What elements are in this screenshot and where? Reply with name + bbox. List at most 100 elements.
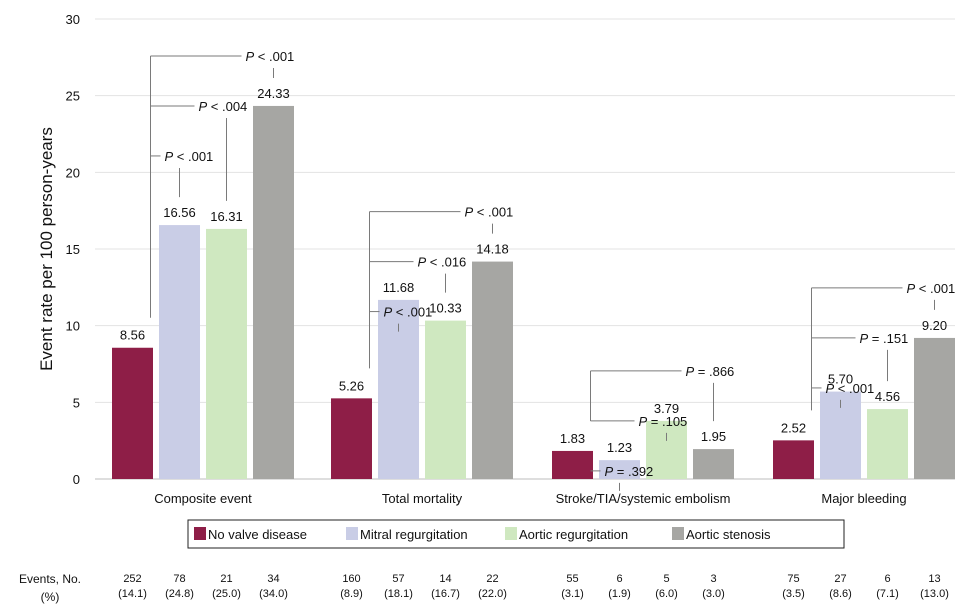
events-count: 5 bbox=[663, 573, 669, 585]
category-label: Stroke/TIA/systemic embolism bbox=[556, 491, 731, 506]
events-percent: (25.0) bbox=[212, 588, 241, 600]
events-count: 160 bbox=[342, 573, 360, 585]
events-count: 6 bbox=[616, 573, 622, 585]
p-value-label: P = .392 bbox=[605, 464, 654, 479]
events-percent: (3.0) bbox=[702, 588, 725, 600]
data-label: 9.20 bbox=[922, 318, 947, 333]
bar bbox=[206, 228, 247, 479]
legend-swatch bbox=[505, 527, 517, 540]
bar bbox=[112, 347, 153, 479]
events-count: 75 bbox=[787, 573, 799, 585]
events-percent: (3.5) bbox=[782, 588, 805, 600]
events-count: 22 bbox=[486, 573, 498, 585]
events-count: 252 bbox=[123, 573, 141, 585]
events-header-unit: (%) bbox=[41, 590, 60, 604]
p-value-label: P = .866 bbox=[686, 364, 735, 379]
y-tick-label: 0 bbox=[73, 472, 80, 487]
events-count: 13 bbox=[928, 573, 940, 585]
bar bbox=[159, 225, 200, 479]
events-percent: (8.6) bbox=[829, 588, 852, 600]
data-label: 5.26 bbox=[339, 378, 364, 393]
p-value-label: P < .001 bbox=[465, 205, 514, 220]
category-label: Total mortality bbox=[382, 491, 463, 506]
events-percent: (1.9) bbox=[608, 588, 631, 600]
events-count: 14 bbox=[439, 573, 451, 585]
data-label: 1.23 bbox=[607, 440, 632, 455]
y-tick-label: 15 bbox=[66, 242, 80, 257]
data-label: 10.33 bbox=[429, 301, 462, 316]
data-label: 8.56 bbox=[120, 328, 145, 343]
events-count: 21 bbox=[220, 573, 232, 585]
bar bbox=[552, 450, 593, 479]
events-percent: (7.1) bbox=[876, 588, 899, 600]
bar bbox=[425, 320, 466, 479]
data-label: 1.83 bbox=[560, 431, 585, 446]
y-tick-label: 25 bbox=[66, 89, 80, 104]
p-value-label: P < .001 bbox=[907, 281, 956, 296]
events-percent: (18.1) bbox=[384, 588, 413, 600]
data-label: 16.56 bbox=[163, 205, 196, 220]
bars: 8.56 5.26 1.83 2.52 16.56 11.68 1.23 5.70 16.31 1… bbox=[112, 86, 955, 479]
y-tick-label: 10 bbox=[66, 319, 80, 334]
p-value-label: P < .001 bbox=[246, 49, 295, 64]
events-count: 78 bbox=[173, 573, 185, 585]
data-label: 3.79 bbox=[654, 401, 679, 416]
events-percent: (6.0) bbox=[655, 588, 678, 600]
data-label: 14.18 bbox=[476, 242, 509, 257]
p-value-brackets: P < .001 P < .004 P < .001 P < .001 P < .016… bbox=[150, 49, 956, 491]
events-count: 55 bbox=[566, 573, 578, 585]
data-label: 16.31 bbox=[210, 209, 243, 224]
bar bbox=[472, 261, 513, 479]
legend-swatch bbox=[346, 527, 358, 540]
p-value-label: P < .004 bbox=[199, 99, 248, 114]
p-value-label: P < .016 bbox=[418, 255, 467, 270]
events-percent: (13.0) bbox=[920, 588, 949, 600]
data-label: 1.95 bbox=[701, 429, 726, 444]
events-header: Events, No. bbox=[19, 572, 81, 586]
events-count: 6 bbox=[884, 573, 890, 585]
category-labels: Composite event Total mortality Stroke/TIA… bbox=[154, 491, 906, 506]
bar bbox=[599, 460, 640, 479]
p-value-label: P = .105 bbox=[639, 414, 688, 429]
data-label: 2.52 bbox=[781, 420, 806, 435]
events-percent: (22.0) bbox=[478, 588, 507, 600]
events-percent: (34.0) bbox=[259, 588, 288, 600]
y-tick-label: 20 bbox=[66, 165, 80, 180]
events-table: 252 (14.1) 78 (24.8) 21 (25.0) 34 (34.0) 160 (8.9… bbox=[118, 573, 949, 600]
bar bbox=[773, 440, 814, 479]
bar bbox=[914, 337, 955, 479]
p-value-label: P < .001 bbox=[384, 305, 433, 320]
legend-label: Aortic stenosis bbox=[686, 527, 771, 542]
events-count: 57 bbox=[392, 573, 404, 585]
legend-label: Mitral regurgitation bbox=[360, 527, 468, 542]
events-count: 3 bbox=[710, 573, 716, 585]
legend-label: Aortic regurgitation bbox=[519, 527, 628, 542]
bar bbox=[253, 105, 294, 479]
category-label: Composite event bbox=[154, 491, 252, 506]
bar bbox=[693, 449, 734, 479]
p-value-label: P = .151 bbox=[860, 331, 909, 346]
events-percent: (14.1) bbox=[118, 588, 147, 600]
data-label: 5.70 bbox=[828, 372, 853, 387]
p-value-label: P < .001 bbox=[826, 381, 875, 396]
events-percent: (8.9) bbox=[340, 588, 363, 600]
events-percent: (16.7) bbox=[431, 588, 460, 600]
events-percent: (24.8) bbox=[165, 588, 194, 600]
p-value-label: P < .001 bbox=[165, 149, 214, 164]
legend-swatch bbox=[194, 527, 206, 540]
y-axis-label: Event rate per 100 person-years bbox=[37, 127, 56, 371]
legend: No valve disease Mitral regurgitation Aort… bbox=[187, 519, 845, 549]
y-tick-label: 5 bbox=[73, 395, 80, 410]
bar bbox=[646, 420, 687, 479]
bar bbox=[331, 398, 372, 479]
data-label: 24.33 bbox=[257, 86, 290, 101]
legend-swatch bbox=[672, 527, 684, 540]
legend-label: No valve disease bbox=[208, 527, 307, 542]
category-label: Major bleeding bbox=[821, 491, 906, 506]
events-count: 27 bbox=[834, 573, 846, 585]
data-label: 4.56 bbox=[875, 389, 900, 404]
events-count: 34 bbox=[267, 573, 279, 585]
y-tick-label: 30 bbox=[66, 12, 80, 27]
bar bbox=[867, 409, 908, 479]
